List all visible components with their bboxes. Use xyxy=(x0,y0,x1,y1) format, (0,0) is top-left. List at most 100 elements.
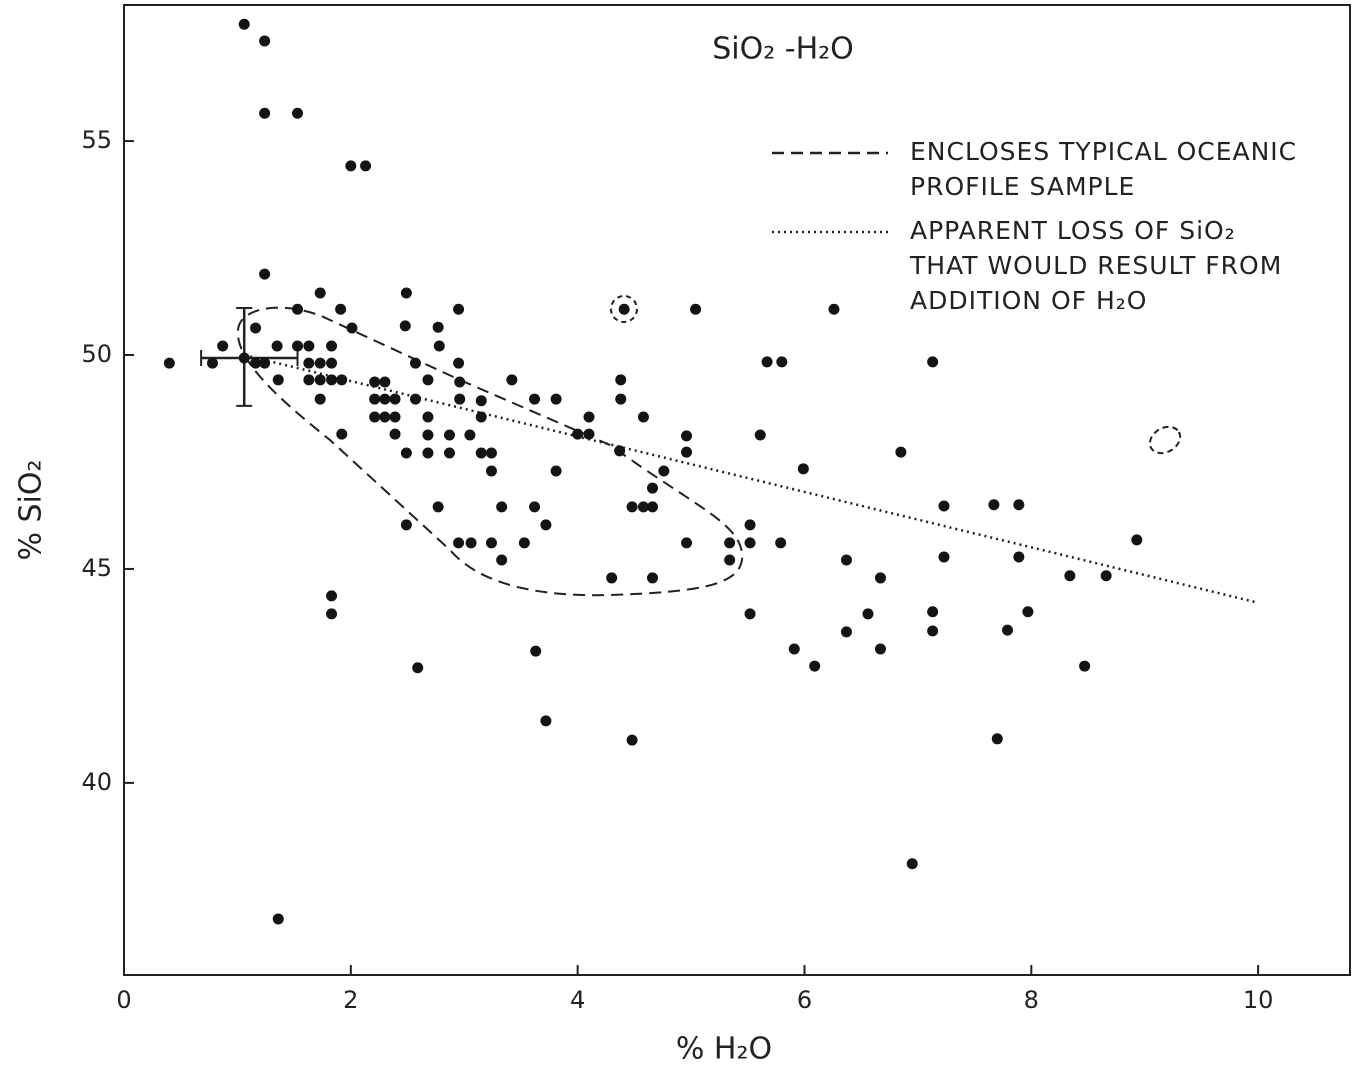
point xyxy=(292,303,304,315)
point xyxy=(615,374,627,386)
point xyxy=(453,303,465,315)
point xyxy=(518,537,530,549)
point xyxy=(453,357,465,369)
point xyxy=(938,500,950,512)
point xyxy=(432,501,444,513)
point xyxy=(326,608,338,620)
point xyxy=(614,445,626,457)
point xyxy=(927,356,939,368)
point xyxy=(775,537,787,549)
y-tick-label: 55 xyxy=(81,126,112,154)
point xyxy=(1013,551,1025,563)
point xyxy=(938,551,950,563)
point xyxy=(336,374,348,386)
point xyxy=(400,287,412,299)
legend-text: ENCLOSES TYPICAL OCEANIC xyxy=(910,137,1297,166)
point xyxy=(409,357,421,369)
y-tick-label: 40 xyxy=(81,768,112,796)
point xyxy=(572,428,584,440)
point xyxy=(583,428,595,440)
point xyxy=(399,320,411,332)
point xyxy=(303,374,315,386)
point xyxy=(345,160,357,172)
point xyxy=(464,429,476,441)
point xyxy=(681,430,693,442)
x-tick-label: 4 xyxy=(570,986,585,1014)
point xyxy=(647,482,659,494)
point xyxy=(272,913,284,925)
point xyxy=(259,268,271,280)
point xyxy=(637,411,649,423)
point xyxy=(840,626,852,638)
point xyxy=(454,393,466,405)
point xyxy=(272,374,284,386)
point xyxy=(927,625,939,637)
point xyxy=(761,356,773,368)
point xyxy=(754,429,766,441)
point xyxy=(259,357,271,369)
point xyxy=(432,321,444,333)
point xyxy=(454,376,466,388)
point xyxy=(422,429,434,441)
point xyxy=(506,374,518,386)
highlight-circle xyxy=(610,295,638,323)
point xyxy=(626,501,638,513)
point xyxy=(583,411,595,423)
point xyxy=(379,411,391,423)
point xyxy=(615,393,627,405)
point xyxy=(369,376,381,388)
point xyxy=(400,519,412,531)
point xyxy=(1013,499,1025,511)
point xyxy=(874,643,886,655)
point xyxy=(681,446,693,458)
point xyxy=(744,519,756,531)
point xyxy=(303,340,315,352)
point xyxy=(1022,606,1034,618)
point xyxy=(681,537,693,549)
point xyxy=(206,357,218,369)
chart-title: SiO₂ -H₂O xyxy=(712,32,854,67)
point xyxy=(658,465,670,477)
point xyxy=(379,376,391,388)
point xyxy=(496,501,508,513)
point xyxy=(443,429,455,441)
point xyxy=(412,662,424,674)
point xyxy=(988,499,1000,511)
x-tick-label: 0 xyxy=(116,986,131,1014)
point xyxy=(690,303,702,315)
point xyxy=(217,340,229,352)
x-axis-label: % H₂O xyxy=(676,1032,772,1067)
point xyxy=(369,393,381,405)
point xyxy=(626,734,638,746)
point xyxy=(314,393,326,405)
point xyxy=(379,393,391,405)
point xyxy=(422,447,434,459)
point xyxy=(540,519,552,531)
point xyxy=(422,374,434,386)
point xyxy=(433,340,445,352)
point xyxy=(238,18,250,30)
point xyxy=(314,374,326,386)
point xyxy=(647,501,659,513)
point xyxy=(550,393,562,405)
point xyxy=(724,537,736,549)
point xyxy=(422,411,434,423)
point xyxy=(250,322,262,334)
point xyxy=(409,393,421,405)
point xyxy=(618,303,630,315)
enclosure xyxy=(236,306,744,597)
legend-text: PROFILE SAMPLE xyxy=(910,172,1135,201)
point xyxy=(744,537,756,549)
point xyxy=(1131,534,1143,546)
point xyxy=(1001,624,1013,636)
point xyxy=(776,356,788,368)
point xyxy=(788,643,800,655)
point xyxy=(163,357,175,369)
point xyxy=(797,463,809,475)
point xyxy=(259,107,271,119)
point xyxy=(346,322,358,334)
point xyxy=(485,537,497,549)
point xyxy=(485,447,497,459)
y-tick-label: 45 xyxy=(81,554,112,582)
point xyxy=(637,501,649,513)
